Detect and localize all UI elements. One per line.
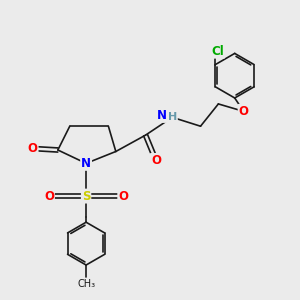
Text: O: O (238, 105, 249, 118)
Text: CH₃: CH₃ (77, 279, 95, 289)
Text: Cl: Cl (212, 45, 224, 58)
Text: O: O (151, 154, 161, 167)
Text: N: N (81, 157, 91, 170)
Text: O: O (44, 190, 54, 202)
Text: H: H (168, 112, 177, 122)
Text: O: O (28, 142, 38, 155)
Text: S: S (82, 190, 90, 202)
Text: O: O (118, 190, 128, 202)
Text: N: N (157, 109, 167, 122)
